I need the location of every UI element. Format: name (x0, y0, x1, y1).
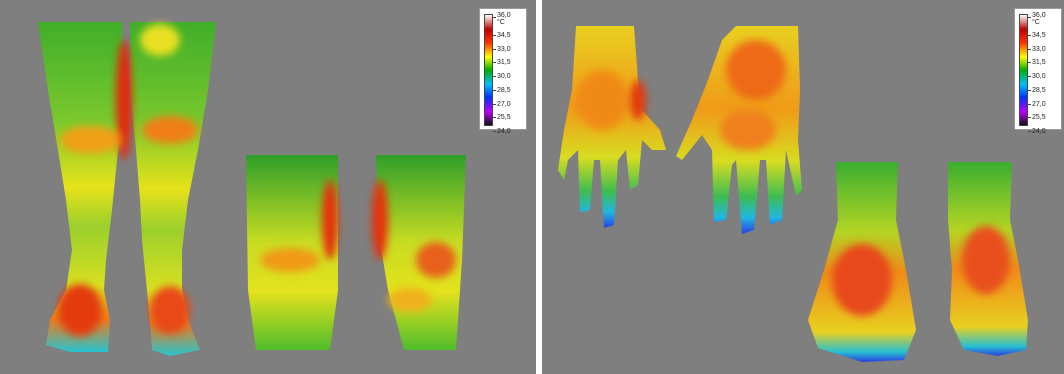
scale-label: 36,0 (1032, 12, 1046, 19)
scale-tick (493, 62, 496, 64)
scale-tick (493, 76, 496, 77)
thermogram-legs-panel: 36,0 34,5 33,0 31,5 30,0 28,5 27,0 25,5 24,0 °C (0, 0, 536, 374)
scale-tick (493, 34, 496, 36)
legs-hot-spots (58, 24, 198, 336)
scale-tick (493, 89, 496, 91)
scale-tick (1028, 62, 1031, 64)
scale-label: 33,0 (497, 45, 511, 53)
scale-tick (493, 17, 496, 18)
temperature-scale-left: 36,0 34,5 33,0 31,5 30,0 28,5 27,0 25,5 24,0 °C (479, 8, 527, 135)
legs-thermal-image (38, 22, 466, 356)
scale-tick (1028, 76, 1031, 77)
scale-tick (493, 117, 496, 119)
scale-label: 34,5 (1032, 31, 1046, 39)
scale-label: 24,0 (497, 128, 511, 135)
panel-divider (536, 0, 542, 374)
scale-label: 28,5 (497, 86, 511, 94)
temperature-scale-right: 36,0 34,5 33,0 31,5 30,0 28,5 27,0 25,5 24,0 °C (1014, 8, 1062, 135)
scale-label: 31,5 (497, 59, 511, 67)
hands-feet-thermal-image (558, 26, 1028, 362)
temperature-color-bar (484, 14, 493, 126)
scale-tick (1028, 34, 1031, 36)
scale-tick (1028, 131, 1031, 132)
scale-label: 31,5 (1032, 59, 1046, 67)
knees-hot-spots (260, 180, 456, 312)
scale-label: 25,5 (497, 114, 511, 122)
scale-label: 24,0 (1032, 128, 1046, 135)
scale-tick (1028, 117, 1031, 119)
temperature-scale-labels: 36,0 34,5 33,0 31,5 30,0 28,5 27,0 25,5 24,0 °C (1030, 11, 1062, 135)
scale-unit: °C (1032, 19, 1040, 26)
scale-tick (1028, 103, 1031, 105)
scale-tick (493, 131, 496, 132)
scale-label: 33,0 (1032, 45, 1046, 53)
scale-tick (493, 103, 496, 105)
left-leg-shape (38, 22, 126, 352)
temperature-scale-labels: 36,0 34,5 33,0 31,5 30,0 28,5 27,0 25,5 24,0 °C (495, 11, 527, 135)
thermogram-hands-feet-panel: 36,0 34,5 33,0 31,5 30,0 28,5 27,0 25,5 24,0 °C (542, 0, 1064, 374)
right-leg-shape (130, 22, 216, 356)
scale-tick (1028, 48, 1031, 50)
scale-label: 27,0 (497, 100, 511, 108)
feet-hot-spots (832, 226, 1010, 316)
temperature-color-bar (1019, 14, 1028, 126)
scale-label: 36,0 (497, 12, 511, 19)
scale-label: 28,5 (1032, 86, 1046, 94)
scale-label: 30,0 (497, 73, 511, 80)
scale-tick (1028, 89, 1031, 91)
scale-label: 30,0 (1032, 73, 1046, 80)
scale-label: 27,0 (1032, 100, 1046, 108)
scale-tick (1028, 17, 1031, 18)
scale-tick (493, 48, 496, 50)
scale-label: 25,5 (1032, 114, 1046, 122)
scale-label: 34,5 (497, 31, 511, 39)
scale-unit: °C (497, 19, 505, 26)
hands-hot-spots (576, 40, 786, 150)
